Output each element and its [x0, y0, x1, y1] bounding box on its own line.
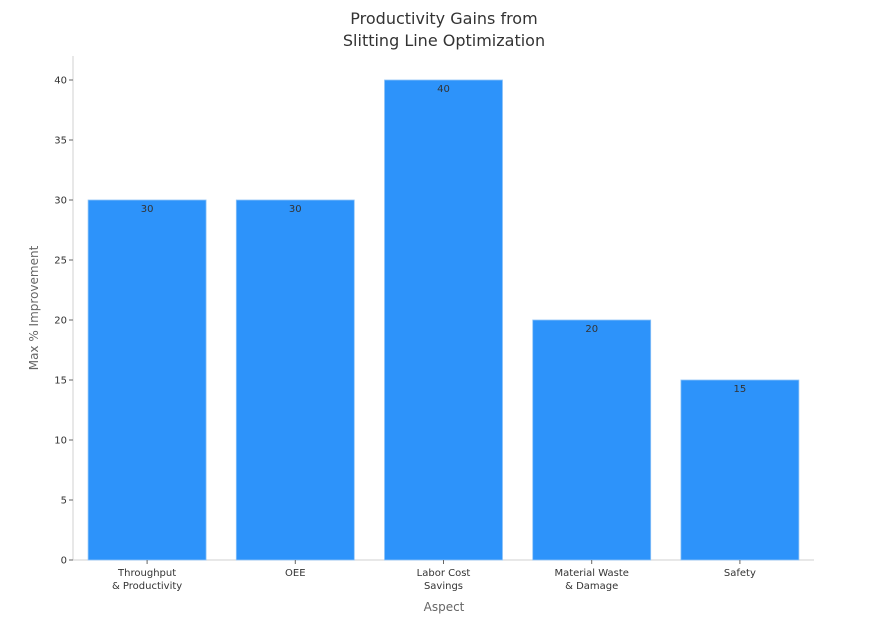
y-tick-label: 5 — [61, 496, 67, 507]
bar-value-label: 15 — [734, 384, 747, 395]
y-tick-label: 30 — [54, 196, 67, 207]
plot-area: 0 5 10 15 20 25 30 35 40 30 Throughput & Productivi… — [54, 56, 814, 592]
x-tick-label: OEE — [285, 568, 306, 579]
bar-value-label: 40 — [437, 84, 450, 95]
x-tick-label: Savings — [424, 581, 463, 592]
y-tick-label: 35 — [54, 136, 67, 147]
y-tick-label: 15 — [54, 376, 67, 387]
bar-value-label: 20 — [585, 324, 598, 335]
x-tick-label: Material Waste — [554, 568, 628, 579]
bar — [384, 79, 503, 561]
bar — [235, 199, 355, 561]
y-tick-label: 40 — [54, 76, 67, 87]
x-axis-title: Aspect — [424, 600, 465, 614]
bar-value-label: 30 — [141, 204, 154, 215]
y-tick-label: 10 — [54, 436, 67, 447]
bar — [87, 199, 207, 561]
chart-title-line-1: Productivity Gains from — [350, 9, 537, 28]
bar — [532, 319, 652, 561]
x-tick-label: & Damage — [565, 581, 618, 592]
bar — [680, 379, 800, 561]
x-tick-label: Throughput — [117, 568, 176, 579]
bar-value-label: 30 — [289, 204, 302, 215]
y-tick-label: 25 — [54, 256, 67, 267]
chart-title-line-2: Slitting Line Optimization — [343, 31, 545, 50]
x-tick-label: & Productivity — [112, 581, 182, 592]
y-tick-label: 20 — [54, 316, 67, 327]
y-axis-title: Max % Improvement — [27, 245, 41, 370]
x-tick-label: Safety — [724, 568, 756, 579]
x-tick-label: Labor Cost — [417, 568, 471, 579]
y-tick-label: 0 — [61, 556, 67, 567]
